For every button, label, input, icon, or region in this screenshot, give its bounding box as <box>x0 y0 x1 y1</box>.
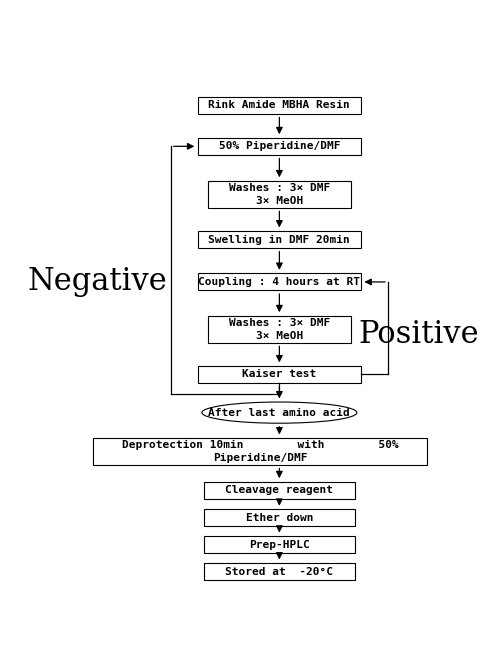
FancyBboxPatch shape <box>198 138 361 155</box>
Text: Rink Amide MBHA Resin: Rink Amide MBHA Resin <box>209 101 350 111</box>
Text: Kaiser test: Kaiser test <box>242 370 316 380</box>
Text: Swelling in DMF 20min: Swelling in DMF 20min <box>209 234 350 244</box>
Text: Negative: Negative <box>27 266 167 298</box>
Text: Washes : 3× DMF
3× MeOH: Washes : 3× DMF 3× MeOH <box>229 318 330 341</box>
FancyBboxPatch shape <box>204 563 355 580</box>
FancyBboxPatch shape <box>198 231 361 248</box>
Text: Cleavage reagent: Cleavage reagent <box>226 486 333 496</box>
Text: Deprotection 10min        with        50%
Piperidine/DMF: Deprotection 10min with 50% Piperidine/D… <box>122 440 398 463</box>
Text: Washes : 3× DMF
3× MeOH: Washes : 3× DMF 3× MeOH <box>229 182 330 206</box>
FancyBboxPatch shape <box>208 181 351 208</box>
FancyBboxPatch shape <box>198 97 361 114</box>
FancyBboxPatch shape <box>204 509 355 526</box>
Ellipse shape <box>202 402 357 423</box>
Text: Stored at  -20°C: Stored at -20°C <box>226 567 333 577</box>
Text: After last amino acid: After last amino acid <box>209 408 350 418</box>
FancyBboxPatch shape <box>204 536 355 553</box>
Text: Coupling : 4 hours at RT: Coupling : 4 hours at RT <box>199 277 360 287</box>
FancyBboxPatch shape <box>208 316 351 343</box>
FancyBboxPatch shape <box>198 366 361 383</box>
Text: Ether down: Ether down <box>246 513 313 523</box>
Text: Prep-HPLC: Prep-HPLC <box>249 539 310 549</box>
FancyBboxPatch shape <box>204 482 355 499</box>
FancyBboxPatch shape <box>93 438 427 465</box>
Text: Positive: Positive <box>359 320 479 350</box>
Text: 50% Piperidine/DMF: 50% Piperidine/DMF <box>219 141 340 151</box>
FancyBboxPatch shape <box>198 274 361 290</box>
